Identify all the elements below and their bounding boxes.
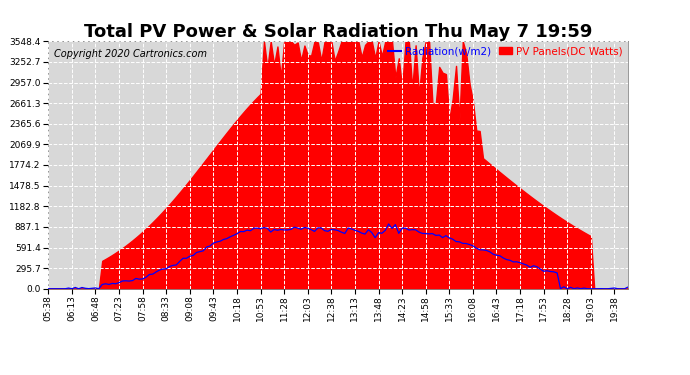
Legend: Radiation(w/m2), PV Panels(DC Watts): Radiation(w/m2), PV Panels(DC Watts) bbox=[388, 46, 622, 57]
Title: Total PV Power & Solar Radiation Thu May 7 19:59: Total PV Power & Solar Radiation Thu May… bbox=[84, 23, 592, 41]
Text: Copyright 2020 Cartronics.com: Copyright 2020 Cartronics.com bbox=[54, 49, 207, 58]
